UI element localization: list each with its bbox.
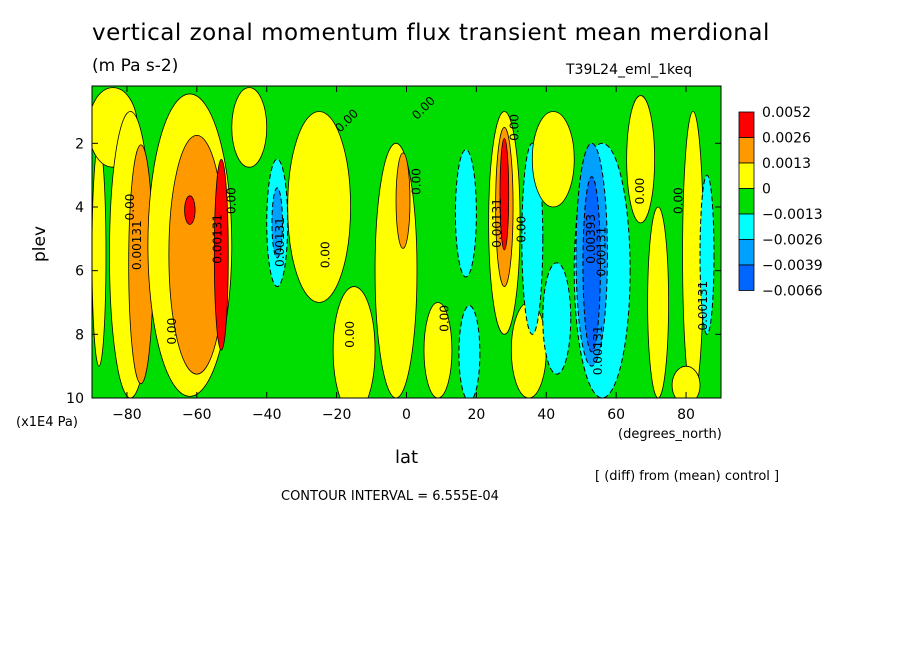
legend-swatch	[738, 188, 755, 215]
y-tick-label: 6	[75, 264, 84, 280]
run-id: T39L24_eml_1keq	[566, 62, 693, 78]
contour-region	[184, 195, 196, 225]
contour-region	[271, 187, 283, 259]
diff-note: [ (diff) from (mean) control ]	[595, 469, 780, 484]
legend-swatch	[738, 111, 755, 138]
legend-label: 0.0052	[762, 105, 811, 121]
legend-label: −0.0066	[762, 284, 823, 300]
chart-units: (m Pa s-2)	[92, 56, 179, 76]
contour-region	[626, 95, 656, 224]
contour-label: 0.00	[123, 194, 137, 221]
legend-swatch	[738, 137, 755, 164]
contour-label: 0.00	[507, 114, 521, 141]
legend-label: 0	[762, 182, 771, 198]
contour-label: 0.00	[224, 187, 238, 214]
contour-label: 0.00131	[591, 325, 605, 375]
x-tick-label: 80	[677, 407, 695, 423]
contour-region	[458, 305, 481, 398]
y-axis-units: (x1E4 Pa)	[16, 415, 78, 430]
contour-label: 0.00	[672, 187, 686, 214]
x-tick-label: 20	[467, 407, 485, 423]
contour-region	[332, 286, 376, 398]
contour-label: 0.00	[514, 216, 528, 243]
contour-label: 0.00131	[210, 214, 224, 264]
legend-label: 0.0013	[762, 156, 811, 172]
contour-label: 0.00	[165, 318, 179, 345]
x-tick-label: −60	[182, 407, 212, 423]
contour-region	[499, 138, 510, 251]
legend-swatch	[738, 239, 755, 266]
contour-region	[582, 176, 601, 353]
contour-label: 0.00	[437, 305, 451, 332]
contour-region	[647, 206, 669, 398]
contour-label: 0.00	[319, 241, 333, 268]
legend-label: −0.0039	[762, 258, 823, 274]
contour-label: 0.00131	[696, 281, 710, 331]
x-tick-label: −40	[252, 407, 282, 423]
legend-label: −0.0013	[762, 207, 823, 223]
contour-region	[231, 87, 268, 168]
y-tick-label: 8	[75, 327, 84, 343]
y-tick-label: 10	[66, 391, 84, 407]
contour-region	[287, 111, 351, 303]
contour-region	[454, 149, 477, 278]
contour-label: 0.00131	[130, 220, 144, 270]
contour-label: 0.00	[633, 178, 647, 205]
legend-swatch	[738, 162, 755, 189]
legend-label: −0.0026	[762, 233, 823, 249]
x-axis-units: (degrees_north)	[618, 427, 722, 442]
contour-label: 0.00131	[490, 198, 504, 248]
contour-region	[671, 365, 701, 398]
x-tick-label: 60	[607, 407, 625, 423]
contour-region	[92, 142, 107, 367]
contour-region	[395, 152, 411, 249]
x-tick-label: −80	[112, 407, 142, 423]
contour-region	[542, 262, 572, 375]
legend-label: 0.0026	[762, 131, 811, 147]
contour-region	[423, 302, 453, 398]
contour-label: 0.00	[343, 321, 357, 348]
x-axis-label: lat	[395, 447, 419, 468]
x-tick-label: 0	[402, 407, 411, 423]
chart-title: vertical zonal momentum flux transient m…	[92, 20, 770, 46]
contour-label: 0.00131	[273, 217, 287, 267]
contour-label: 0.00393	[584, 214, 598, 264]
legend-swatch	[738, 264, 755, 291]
contour-label: 0.00	[409, 168, 423, 195]
contour-label: 0.00131	[595, 227, 609, 277]
x-tick-label: 40	[537, 407, 555, 423]
x-tick-label: −20	[322, 407, 352, 423]
contour-region	[213, 158, 229, 351]
y-tick-label: 2	[75, 136, 84, 152]
contour-region	[699, 174, 715, 335]
contour-interval: CONTOUR INTERVAL = 6.555E-04	[281, 489, 499, 504]
contour-region	[531, 111, 575, 208]
legend-swatch	[738, 213, 755, 240]
y-tick-label: 4	[75, 200, 84, 216]
